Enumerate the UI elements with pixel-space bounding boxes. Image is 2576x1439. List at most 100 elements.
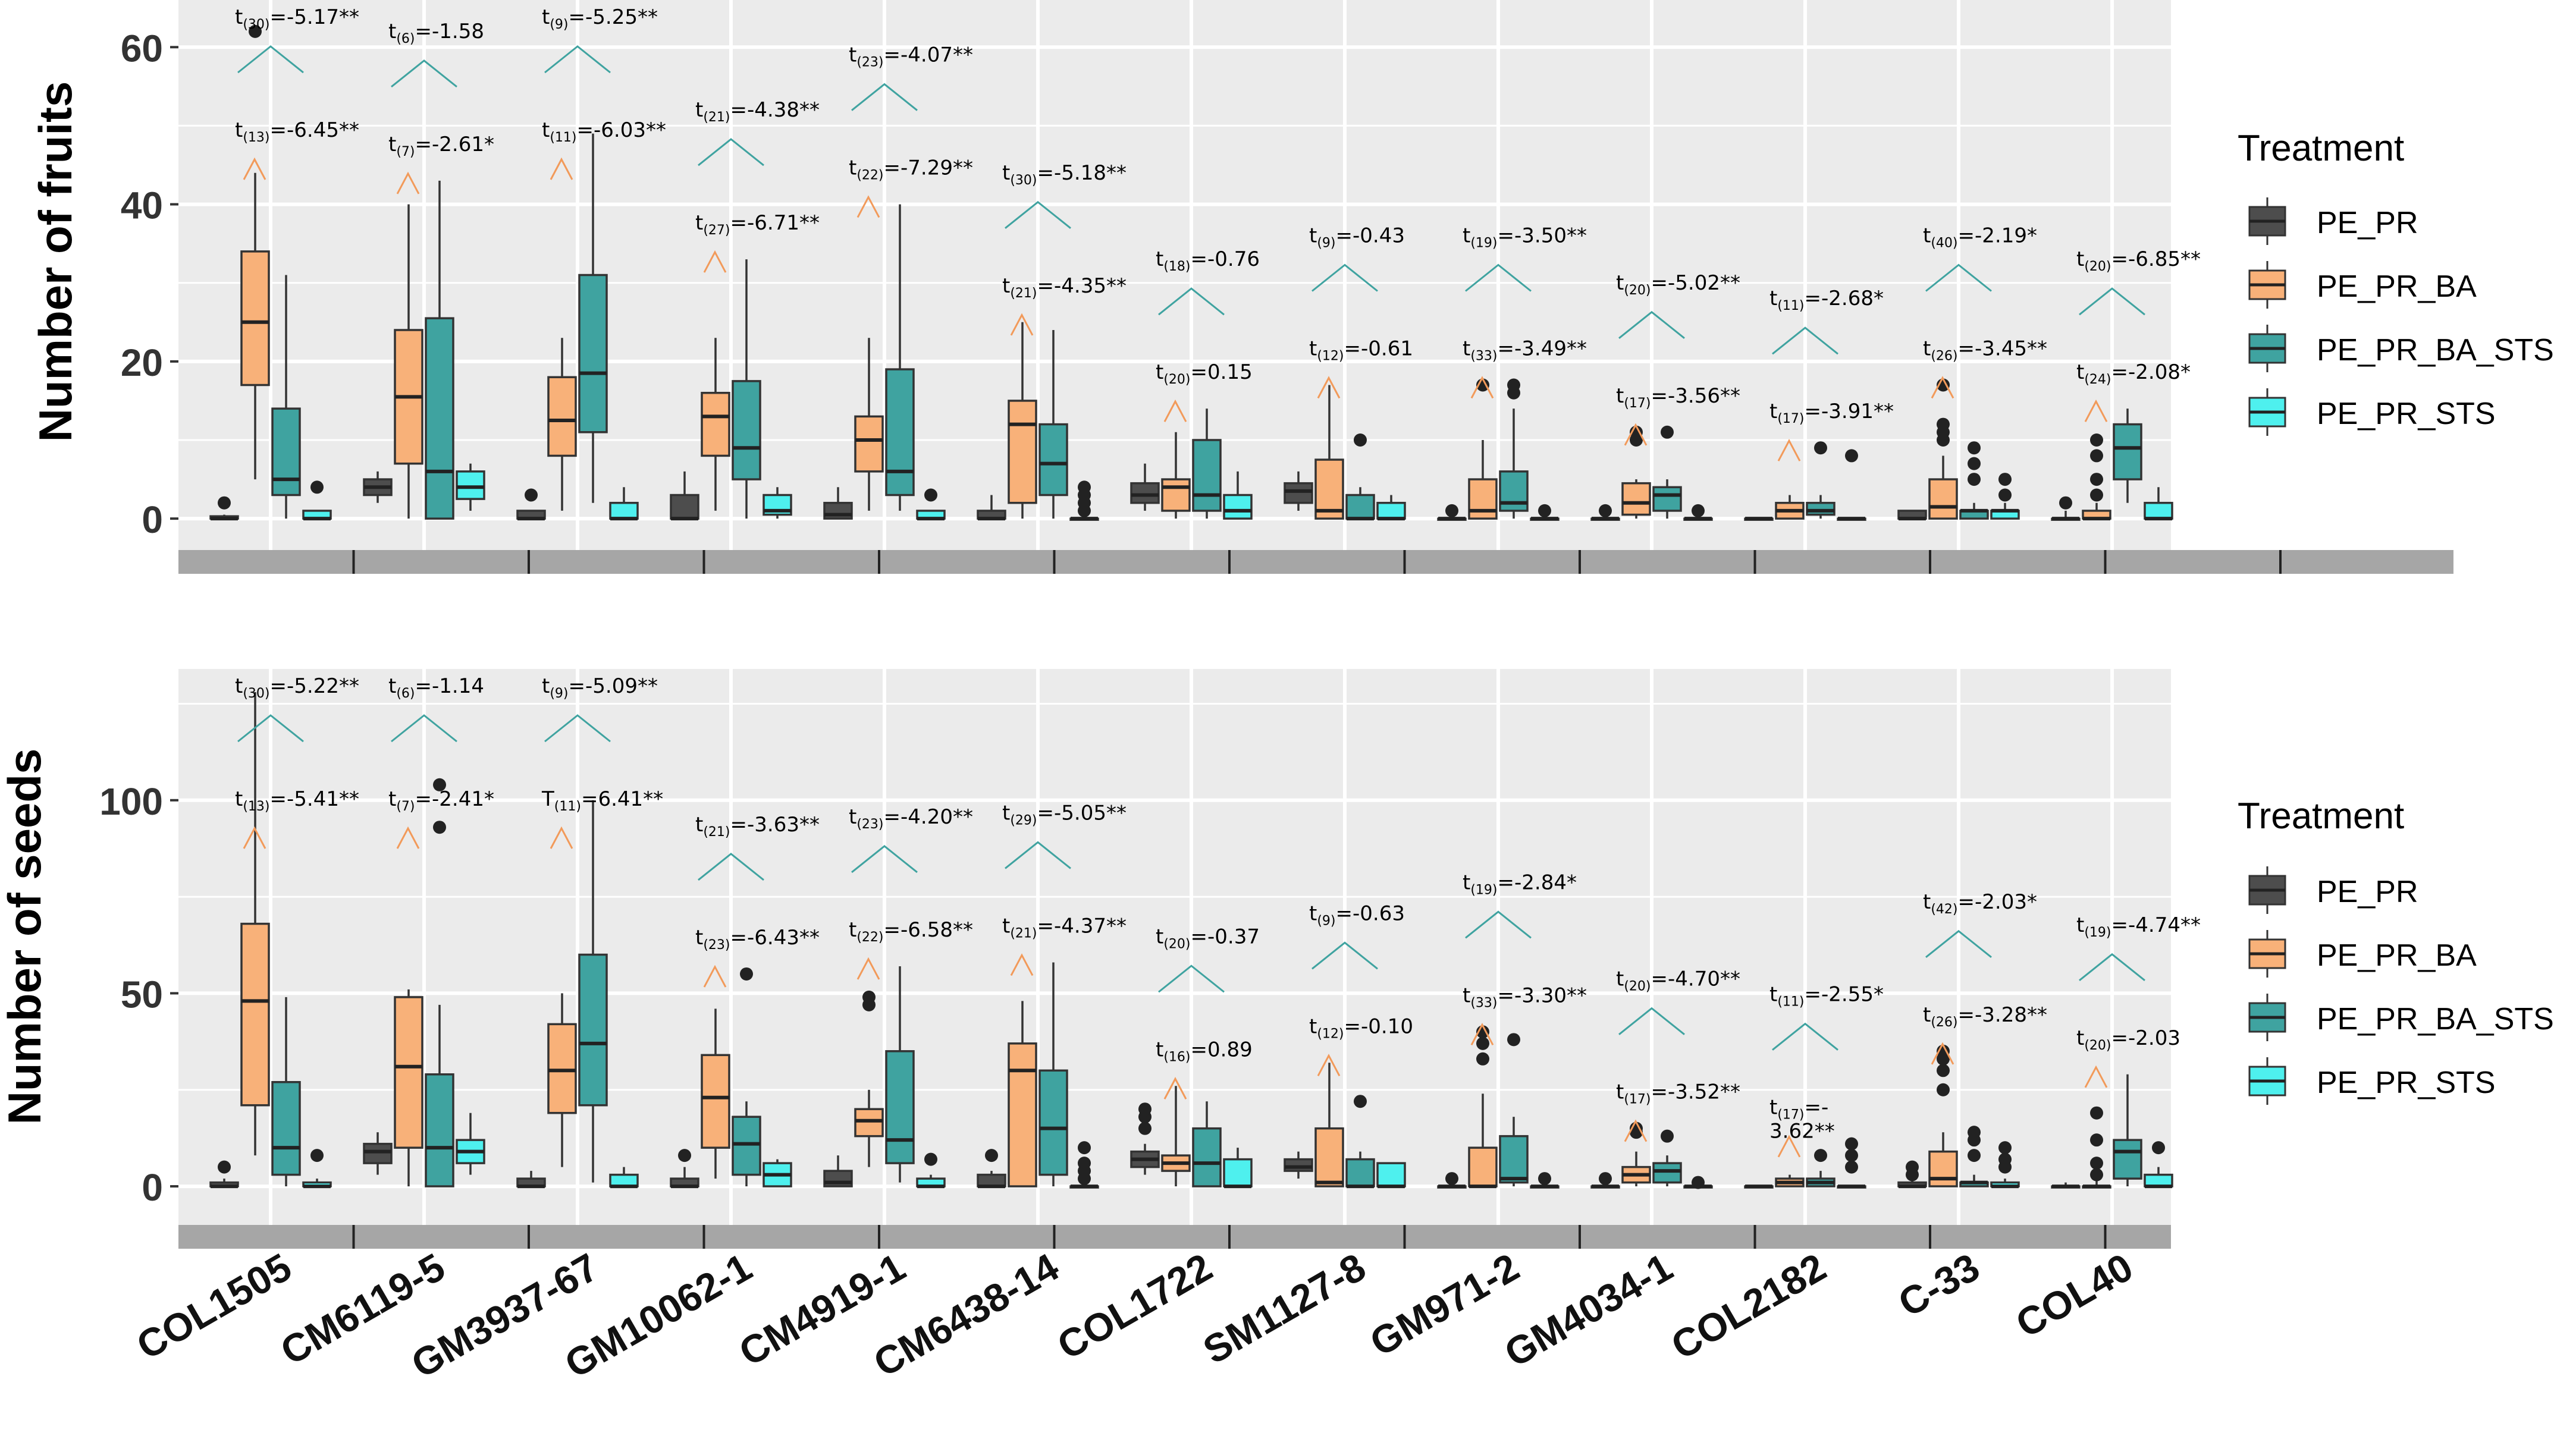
box-PE_PR	[363, 1132, 393, 1175]
orange-bracket	[396, 826, 420, 849]
box-PE_PR_STS	[456, 463, 485, 511]
box-PE_PR_STS	[302, 480, 332, 521]
annotation-upper-sub: (19)	[2084, 925, 2111, 940]
seeds-y-axis-title: Number of seeds	[0, 749, 51, 1125]
annotation-lower-text: t(13)=-6.45**	[235, 118, 359, 145]
annotation-upper-sub: (19)	[1470, 882, 1497, 897]
box-iqr	[1345, 1158, 1375, 1187]
annotation-lower-sub: (17)	[1777, 411, 1804, 426]
legend-label-PE_PR: PE_PR	[2317, 875, 2418, 909]
annotation-upper-value: =-2.03*	[1958, 890, 2037, 914]
box-PE_PR	[1590, 1172, 1620, 1189]
legend-label-PE_PR_STS: PE_PR_STS	[2317, 397, 2496, 431]
annotation-lower-value: =-6.43**	[730, 926, 820, 950]
fruits-y-ticks: 0 20 40 60	[121, 27, 178, 541]
annotation-upper-value: =-3.50**	[1498, 224, 1587, 248]
teal-bracket	[1925, 263, 1992, 292]
legend-label-PE_PR_BA_STS: PE_PR_BA_STS	[2317, 333, 2554, 367]
annotation-upper-value: =-0.43	[1336, 224, 1405, 248]
box-PE_PR_BA	[1008, 1001, 1037, 1187]
annotation-upper-text: t(23)=-4.07**	[849, 43, 973, 70]
box-PE_PR_BA	[394, 989, 423, 1187]
teal-bracket	[1925, 929, 1992, 958]
box-PE_PR_BA_STS	[271, 275, 301, 519]
box-PE_PR_BA	[1161, 432, 1191, 519]
outlier-point	[1968, 473, 1981, 486]
box-iqr	[885, 368, 915, 497]
teal-bracket	[698, 853, 764, 881]
annotation-upper-sub: (20)	[1624, 979, 1651, 994]
annotation-COL1505: t(30)=-5.22**t(13)=-5.41**	[235, 674, 359, 849]
legend-label-PE_PR_BA_STS: PE_PR_BA_STS	[2317, 1002, 2554, 1036]
outlier-point	[1661, 425, 1674, 439]
orange-bracket	[703, 964, 727, 988]
annotation-GM4034-1: t(20)=-4.70**t(17)=-3.52**	[1616, 967, 1740, 1142]
annotation-upper-value: =-1.58	[415, 20, 484, 43]
box-iqr	[2113, 1139, 2142, 1180]
outlier-point	[2090, 433, 2103, 447]
y-tick-label: 60	[121, 27, 163, 70]
annotation-lower-value: =6.41**	[581, 787, 663, 811]
box-PE_PR_BA_STS	[2113, 1074, 2142, 1187]
teal-bracket	[391, 59, 457, 88]
annotation-lower-value: =-3.30**	[1498, 984, 1587, 1007]
box-iqr	[271, 407, 301, 497]
box-PE_PR_BA_STS	[1192, 1101, 1222, 1187]
outlier-point	[2059, 496, 2072, 510]
seeds-panel-background	[178, 669, 2171, 1225]
box-PE_PR_STS	[302, 1149, 332, 1189]
teal-bracket	[237, 714, 304, 743]
box-PE_PR_BA_STS	[271, 997, 301, 1187]
box-PE_PR	[1590, 504, 1620, 521]
box-PE_PR_BA	[547, 338, 577, 511]
annotation-upper-sub: (30)	[243, 17, 269, 32]
box-iqr	[854, 415, 884, 473]
box-PE_PR	[823, 487, 853, 520]
fruits-panel: t(30)=-5.17**t(13)=-6.45**t(6)=-1.58t(7)…	[29, 0, 2453, 574]
box-PE_PR	[1744, 1184, 1774, 1189]
teal-bracket	[1465, 910, 1532, 939]
legend-label-PE_PR_STS: PE_PR_STS	[2317, 1066, 2496, 1100]
box-PE_PR	[670, 1149, 699, 1189]
annotation-lower-value: =0.89	[1191, 1038, 1253, 1061]
annotation-upper-value: =-0.63	[1336, 901, 1405, 925]
y-tick-label: 0	[142, 498, 163, 541]
category-label-COL40: COL40	[2009, 1245, 2140, 1346]
box-PE_PR_BA_STS	[1499, 1033, 1529, 1187]
box-iqr	[1008, 1042, 1037, 1187]
box-PE_PR_BA_STS	[578, 133, 608, 503]
category-label-SM1127-8: SM1127-8	[1196, 1245, 1373, 1372]
teal-bracket	[391, 714, 457, 743]
outlier-point	[1599, 1172, 1612, 1186]
box-PE_PR_STS	[1069, 480, 1099, 521]
annotation-lower-text: t(17)=-3.91**	[1769, 400, 1894, 426]
box-PE_PR_BA	[1314, 1063, 1344, 1187]
annotation-upper-sub: (11)	[1777, 299, 1804, 313]
annotation-upper-value: =-5.25**	[569, 5, 658, 29]
box-PE_PR_BA_STS	[1652, 1129, 1682, 1187]
outlier-point	[2090, 1106, 2103, 1120]
box-PE_PR_BA	[854, 338, 884, 511]
annotation-lower-text: t(21)=-4.35**	[1002, 274, 1127, 301]
outlier-point	[1476, 1036, 1489, 1050]
annotation-upper-value: =-4.07**	[884, 43, 973, 67]
annotation-upper-sub: (9)	[550, 686, 568, 701]
teal-bracket	[1465, 263, 1532, 292]
box-PE_PR_BA	[1161, 1086, 1191, 1187]
annotation-COL2182: t(11)=-2.68* t(17)=-3.91**	[1769, 287, 1894, 461]
annotation-lower-sub: (20)	[2084, 1038, 2111, 1053]
seeds-panel: t(30)=-5.22**t(13)=-5.41**t(6)=-1.14t(7)…	[0, 669, 2201, 1249]
outlier-point	[1354, 433, 1367, 447]
outlier-point	[1507, 378, 1520, 392]
box-PE_PR_BA_STS	[885, 966, 915, 1183]
annotation-lower-sub: (11)	[550, 130, 576, 145]
box-PE_PR	[363, 471, 393, 503]
orange-bracket	[243, 826, 266, 849]
orange-bracket	[1470, 376, 1494, 399]
box-PE_PR_STS	[763, 487, 792, 519]
fruits-annotations: t(30)=-5.17**t(13)=-6.45**t(6)=-1.58t(7)…	[235, 5, 2201, 461]
category-label-COL2182: COL2182	[1664, 1245, 1833, 1368]
legend-label-PE_PR_BA: PE_PR_BA	[2317, 938, 2477, 973]
outlier-point	[1661, 1129, 1674, 1143]
